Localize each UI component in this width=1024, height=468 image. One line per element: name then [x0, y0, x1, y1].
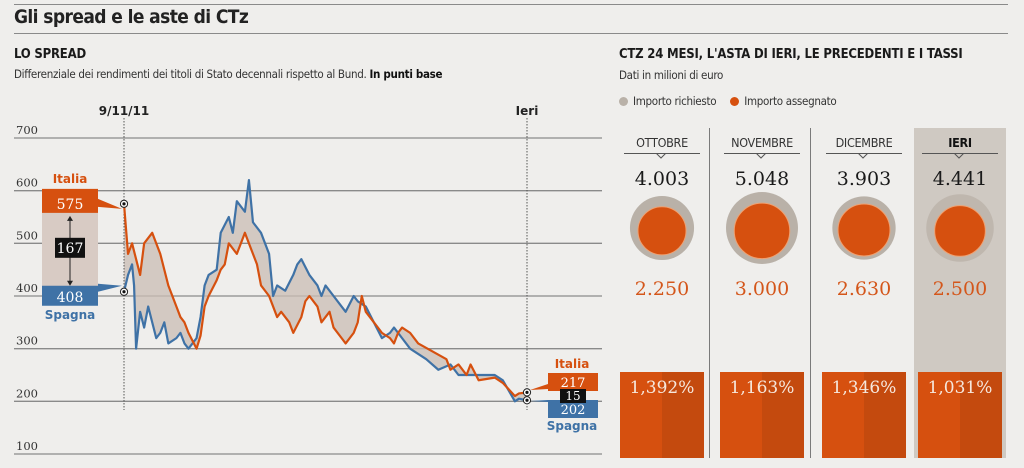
end-gap-box [560, 389, 586, 403]
legend-requested-label: Importo richiesto [633, 94, 717, 108]
marker-label: 9/11/11 [99, 104, 150, 118]
series-line-spagna [122, 179, 528, 403]
start-italia-value: 575 [57, 197, 84, 213]
rate-value: 1,163% [729, 378, 795, 398]
y-tick-label: 100 [16, 439, 38, 453]
auctions-title: CTZ 24 MESI, L'ASTA DI IERI, LE PRECEDEN… [619, 47, 963, 62]
page-title: Gli spread e le aste di CTz [14, 6, 249, 28]
data-point-marker-center [122, 202, 126, 206]
spread-line-chart: 700 600 500 400 300 200 100 9/11/11 Ieri 167 Itali… [14, 104, 602, 455]
series-line-italia [122, 203, 528, 398]
y-tick-label: 400 [16, 281, 38, 295]
assigned-amount: 2.630 [836, 278, 892, 300]
rate-box: 1,346% [822, 372, 906, 458]
legend-assigned-label: Importo assegnato [744, 94, 837, 108]
start-italia-box [42, 188, 122, 213]
start-spagna-label: Spagna [45, 308, 96, 322]
assigned-bubble [837, 203, 891, 257]
bubble-pair [926, 194, 994, 262]
spread-title: LO SPREAD [14, 47, 86, 62]
requested-amount: 5.048 [734, 168, 790, 190]
start-spagna-value: 408 [57, 290, 84, 306]
arrow-down-icon [67, 280, 73, 286]
auction-month: IERI [948, 135, 972, 150]
legend-requested-dot-icon [619, 96, 628, 106]
assigned-amount: 2.500 [932, 278, 988, 300]
spread-subtitle-unit: In punti base [369, 67, 443, 81]
auction-column-novembre: NOVEMBRE 5.048 3.000 1,163% [716, 128, 808, 458]
end-spagna-value: 202 [561, 403, 586, 418]
end-gap-value: 15 [565, 389, 580, 403]
auction-column-ieri: IERI 4.441 2.500 1,031% [914, 128, 1006, 458]
y-tick-label: 300 [16, 334, 38, 348]
chevron-down-icon [858, 153, 868, 159]
bubble-pair [832, 196, 896, 260]
assigned-bubble [637, 206, 687, 256]
month-underline [724, 153, 800, 154]
data-point-marker-center [525, 390, 529, 394]
assigned-amount: 2.250 [634, 278, 690, 300]
start-spagna-box [42, 283, 122, 306]
auction-month: DICEMBRE [835, 135, 893, 150]
assigned-bubble [733, 202, 791, 260]
month-underline [624, 153, 700, 154]
start-italia-label: Italia [53, 172, 88, 186]
data-point-marker-center [525, 398, 529, 402]
arrow-up-icon [67, 215, 73, 221]
start-gap-value: 167 [57, 241, 84, 257]
auction-column-dicembre: DICEMBRE 3.903 2.630 1,346% [818, 128, 910, 458]
auction-column-ottobre: OTTOBRE 4.003 2.250 1,392% [616, 128, 708, 458]
auction-month: NOVEMBRE [731, 135, 793, 150]
title-rule [14, 33, 1008, 34]
marker-label: Ieri [516, 104, 539, 118]
rate-value: 1,031% [927, 378, 993, 398]
month-underline [826, 153, 902, 154]
rate-box: 1,031% [918, 372, 1002, 458]
requested-amount: 4.003 [634, 168, 690, 190]
assigned-bubble [934, 205, 986, 257]
spread-gap-area [124, 180, 527, 402]
end-italia-box [530, 373, 598, 391]
auctions-subtitle: Dati in milioni di euro [619, 68, 724, 82]
month-underline [922, 153, 998, 154]
y-tick-label: 500 [16, 228, 38, 242]
requested-amount: 4.441 [932, 168, 988, 190]
chevron-down-icon [756, 153, 766, 159]
rate-box: 1,163% [720, 372, 804, 458]
rate-value: 1,392% [629, 378, 695, 398]
bubble-pair [726, 192, 798, 264]
top-rule [14, 4, 1008, 5]
chevron-down-icon [954, 153, 964, 159]
y-tick-label: 600 [16, 176, 38, 190]
end-italia-value: 217 [561, 376, 586, 391]
assigned-amount: 3.000 [734, 278, 790, 300]
chevron-down-icon [656, 153, 666, 159]
requested-amount: 3.903 [836, 168, 892, 190]
auction-month: OTTOBRE [636, 135, 688, 150]
spread-subtitle: Differenziale dei rendimenti dei titoli … [14, 67, 443, 81]
end-spagna-label: Spagna [547, 419, 598, 433]
spread-subtitle-text: Differenziale dei rendimenti dei titoli … [14, 67, 367, 81]
column-divider [709, 128, 710, 458]
bubble-pair [629, 195, 695, 261]
data-point-marker-center [122, 290, 126, 294]
end-italia-label: Italia [555, 357, 590, 371]
column-divider [810, 128, 811, 458]
y-tick-label: 200 [16, 386, 38, 400]
legend-assigned-dot-icon [730, 96, 740, 106]
end-spagna-box [530, 400, 598, 418]
rate-box: 1,392% [620, 372, 704, 458]
auctions-legend: Importo richiesto Importo assegnato [619, 94, 837, 108]
y-tick-label: 700 [16, 123, 38, 137]
rate-value: 1,346% [831, 378, 897, 398]
start-gap-box [55, 237, 85, 258]
